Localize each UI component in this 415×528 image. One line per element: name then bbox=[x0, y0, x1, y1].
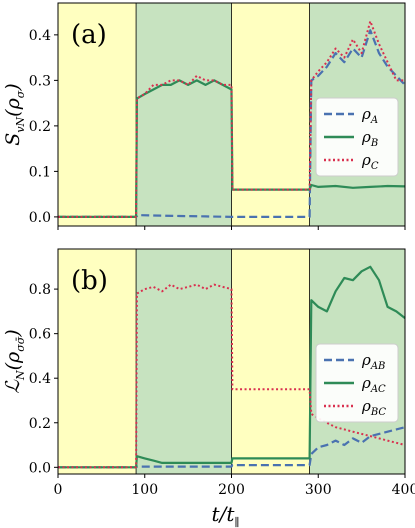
y-axis-label-part: σσ̄ bbox=[14, 336, 27, 352]
shaded-region-1 bbox=[136, 3, 232, 226]
legend-label-AB: ρAB bbox=[361, 351, 385, 372]
y-axis-label-part: ℒ bbox=[2, 379, 24, 394]
x-axis-label: t/t∥ bbox=[212, 502, 240, 528]
x-tick-label: 0 bbox=[54, 482, 63, 498]
y-axis-label-part: ) bbox=[2, 329, 24, 337]
x-tick-label: 300 bbox=[305, 482, 332, 498]
y-axis-label-part: vN bbox=[14, 116, 27, 132]
x-tick-label: 400 bbox=[392, 482, 415, 498]
y-tick-label: 0.4 bbox=[29, 371, 51, 387]
shaded-region-1 bbox=[136, 249, 232, 474]
series-line-AB bbox=[58, 426, 406, 469]
panel-b: 0.0 0.2 0.4 0.6 0.8 0 100 200 300 400 (b) ℒN(ρσσ̄) t… bbox=[2, 248, 415, 528]
y-tick-label: 0.6 bbox=[29, 327, 51, 343]
y-axis-label: ℒN(ρσσ̄) bbox=[2, 329, 27, 393]
panel-label: (a) bbox=[71, 20, 107, 50]
legend-label-AB-part: AB bbox=[370, 361, 386, 372]
legend-label-C: ρC bbox=[361, 151, 379, 172]
legend-label-C-part: C bbox=[371, 161, 379, 172]
legend-label-C-part: ρ bbox=[361, 151, 371, 169]
legend-label-AC-part: ρ bbox=[361, 374, 371, 392]
y-tick-label: 0.1 bbox=[29, 164, 51, 180]
legend-label-A: ρA bbox=[361, 105, 378, 126]
legend-label-AC-part: AC bbox=[370, 384, 386, 395]
series-line-B bbox=[58, 79, 406, 218]
legend-label-AC: ρAC bbox=[361, 374, 386, 395]
y-axis-label: SvN(ρσ) bbox=[2, 83, 27, 145]
series-line-A bbox=[58, 29, 406, 218]
legend-label-A-part: ρ bbox=[361, 105, 371, 123]
legend-box bbox=[315, 97, 399, 177]
series-line-C bbox=[58, 20, 405, 218]
legend-label-A-part: A bbox=[370, 115, 378, 126]
x-tick-label: 200 bbox=[218, 482, 245, 498]
x-axis-label-part: t/t bbox=[212, 502, 236, 526]
series-line-BC bbox=[58, 283, 406, 469]
y-tick-label: 0.3 bbox=[29, 73, 51, 89]
panel-label: (b) bbox=[71, 266, 108, 296]
y-axis-label-part: ) bbox=[2, 83, 24, 91]
shaded-region-2 bbox=[231, 249, 310, 474]
legend-label-BC-part: ρ bbox=[361, 397, 371, 415]
x-tick-label: 100 bbox=[131, 482, 158, 498]
legend-label-B-part: ρ bbox=[361, 128, 371, 146]
legend-label-BC-part: BC bbox=[370, 407, 387, 418]
y-tick-label: 0.2 bbox=[29, 416, 51, 432]
y-axis-label-part: (ρ bbox=[2, 97, 24, 116]
shaded-region-2 bbox=[231, 3, 310, 226]
series-line-AC bbox=[58, 265, 406, 469]
y-tick-label: 0.4 bbox=[29, 28, 51, 44]
shaded-region-0 bbox=[58, 3, 137, 226]
y-axis-label-part: N bbox=[14, 370, 27, 381]
y-axis-label-part: (ρ bbox=[2, 351, 24, 370]
y-axis-label-part: S bbox=[2, 133, 24, 146]
shaded-region-0 bbox=[58, 249, 137, 474]
y-tick-label: 0.2 bbox=[29, 119, 51, 135]
y-axis-label-part: σ bbox=[14, 90, 27, 98]
y-tick-label: 0.0 bbox=[29, 210, 51, 226]
x-axis-label-part: ∥ bbox=[234, 516, 239, 528]
legend-label-B-part: B bbox=[370, 138, 378, 149]
legend-label-BC: ρBC bbox=[361, 397, 386, 418]
legend-box bbox=[315, 343, 399, 423]
y-tick-label: 0.0 bbox=[29, 460, 51, 476]
legend-label-B: ρB bbox=[361, 128, 378, 149]
y-tick-label: 0.8 bbox=[29, 282, 51, 298]
legend-label-AB-part: ρ bbox=[361, 351, 371, 369]
